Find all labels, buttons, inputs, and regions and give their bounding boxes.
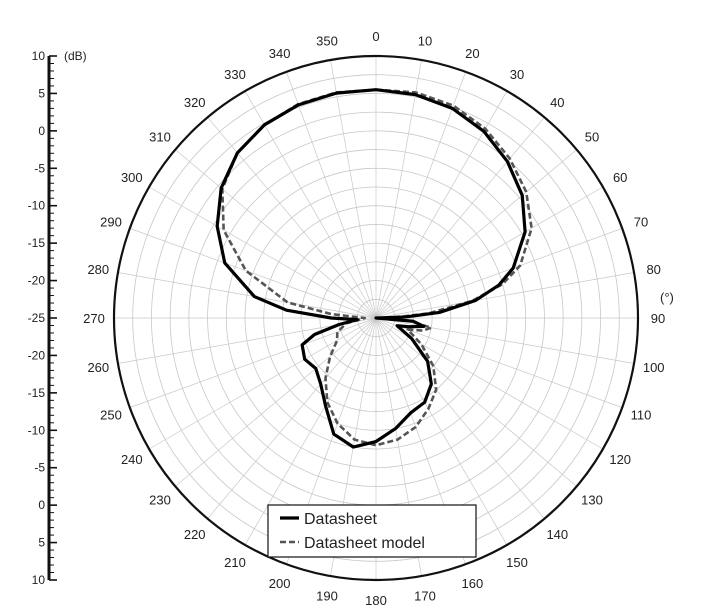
scale-tick-label: 10 <box>32 573 46 587</box>
angle-tick-label: 170 <box>414 589 436 604</box>
grid-spoke <box>375 317 623 408</box>
angle-tick-label: 250 <box>100 407 122 422</box>
angle-tick-label: 150 <box>506 555 528 570</box>
angle-tick-label: 20 <box>465 46 479 61</box>
angle-tick-label: 300 <box>121 170 143 185</box>
grid-spoke <box>207 317 377 519</box>
scale-tick-label: -15 <box>28 236 46 250</box>
grid-spoke <box>175 317 377 487</box>
grid-spoke <box>244 90 377 319</box>
angle-tick-label: 230 <box>149 492 171 507</box>
angle-tick-label: 130 <box>581 492 603 507</box>
grid-spoke <box>286 71 377 319</box>
scale-tick-label: 0 <box>38 498 45 512</box>
angle-tick-labels: 0 10 20 30 40 50 60 70 80 90 100 110 120 130 140 150 160… <box>83 29 665 608</box>
angle-tick-label: 80 <box>646 262 660 277</box>
grid-spoke <box>375 186 604 319</box>
scale-tick-label: -10 <box>28 199 46 213</box>
series-layer <box>215 88 533 449</box>
angle-tick-label: 270 <box>83 311 105 326</box>
grid-spoke <box>117 272 377 319</box>
angle-unit-label: (°) <box>660 290 674 305</box>
scale-tick-label: -20 <box>28 274 46 288</box>
angle-tick-label: 190 <box>316 589 338 604</box>
angle-tick-label: 90 <box>651 311 665 326</box>
angle-tick-label: 240 <box>121 452 143 467</box>
angle-tick-label: 180 <box>365 593 387 608</box>
grid-spoke <box>375 117 545 319</box>
angle-tick-label: 320 <box>184 95 206 110</box>
grid-spoke <box>375 90 508 319</box>
angle-tick-label: 40 <box>550 95 564 110</box>
legend-label-datasheet-model: Datasheet model <box>304 535 425 552</box>
grid-spoke <box>375 59 422 319</box>
scale-tick-label: -5 <box>34 461 45 475</box>
grid-spoke <box>375 71 466 319</box>
scale-tick-label: -20 <box>28 348 46 362</box>
grid-spoke <box>129 317 377 408</box>
angle-tick-label: 260 <box>87 360 109 375</box>
grid-spoke <box>375 272 635 319</box>
angle-tick-label: 220 <box>184 527 206 542</box>
angle-tick-label: 70 <box>634 215 648 230</box>
angle-tick-label: 290 <box>100 215 122 230</box>
angle-tick-label: 30 <box>510 67 524 82</box>
scale-tick-label: -15 <box>28 386 46 400</box>
angle-tick-label: 200 <box>269 576 291 591</box>
scale-tick-label: 0 <box>38 124 45 138</box>
angle-tick-label: 280 <box>87 262 109 277</box>
grid-spoke <box>375 317 508 546</box>
series-line-datasheet <box>215 88 527 449</box>
grid-spoke <box>207 117 377 319</box>
grid-spoke <box>330 59 377 319</box>
grid-spoke <box>129 228 377 319</box>
scale-tick-label: 5 <box>38 86 45 100</box>
angle-tick-label: 110 <box>631 407 652 422</box>
grid-spoke <box>175 149 377 319</box>
angle-tick-label: 50 <box>585 130 599 145</box>
legend-box <box>267 504 477 558</box>
grid-spoke <box>375 317 545 519</box>
scale-tick-label: 10 <box>32 49 46 63</box>
angle-tick-label: 350 <box>316 33 338 48</box>
legend: Datasheet Datasheet model <box>267 504 477 558</box>
polar-grid <box>112 54 640 582</box>
angle-tick-label: 100 <box>643 360 665 375</box>
series-line-datasheet-model <box>221 88 533 447</box>
grid-spoke <box>375 317 577 487</box>
scale-tick-label: -25 <box>28 311 46 325</box>
angle-tick-label: 120 <box>609 452 631 467</box>
grid-spoke <box>148 317 377 450</box>
outer-ring <box>112 54 640 582</box>
angle-tick-label: 0 <box>372 29 379 44</box>
radial-unit-label: (dB) <box>64 49 87 63</box>
scale-tick-label: -5 <box>34 161 45 175</box>
grid-spoke <box>375 149 577 319</box>
scale-tick-label: -10 <box>28 423 46 437</box>
angle-tick-label: 10 <box>418 33 432 48</box>
radial-scale-axis: (dB) 10 5 0 -5 -10 -15 -20 -25 -20 -15 -10 -5 0 5 10 <box>28 49 87 587</box>
angle-tick-label: 60 <box>613 170 627 185</box>
grid-spoke <box>148 186 377 319</box>
angle-tick-label: 310 <box>149 130 171 145</box>
angle-tick-label: 340 <box>269 46 291 61</box>
grid-spoke <box>244 317 377 546</box>
scale-tick-label: 5 <box>38 536 45 550</box>
angle-tick-label: 330 <box>224 67 246 82</box>
angle-tick-label: 140 <box>546 527 568 542</box>
legend-label-datasheet: Datasheet <box>304 511 377 528</box>
angle-tick-label: 160 <box>462 576 484 591</box>
grid-spoke <box>375 228 623 319</box>
angle-tick-label: 210 <box>224 555 246 570</box>
